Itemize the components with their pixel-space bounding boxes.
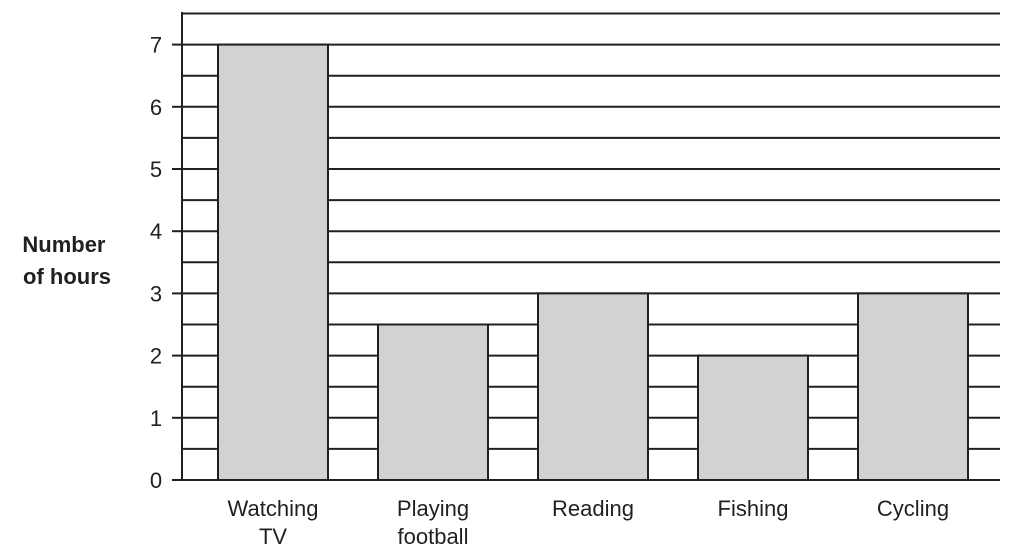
x-category-label-line: Fishing [718,496,789,521]
x-category-labels: Watching TV Playing football Reading Fishing C… [228,496,950,549]
y-tick-label: 5 [150,157,162,182]
bar [377,323,489,481]
x-category-label-line: Reading [552,496,634,521]
y-tick-label: 0 [150,468,162,493]
y-tick-labels: 0 1 2 3 4 5 6 7 [150,33,162,493]
x-category-label-line: football [398,524,469,549]
y-tick-label: 7 [150,33,162,58]
bars [217,43,969,482]
x-category-label: Fishing [718,496,789,521]
axes [172,12,1000,481]
x-category-label: Watching TV [228,496,319,549]
x-category-label-line: TV [259,524,287,549]
y-axis-label-line: Number [22,232,106,257]
y-tick-label: 1 [150,406,162,431]
x-category-label: Reading [552,496,634,521]
y-tick-label: 3 [150,281,162,306]
bar [697,354,809,482]
x-category-label: Playing football [397,496,469,549]
x-category-label-line: Playing [397,496,469,521]
bar [217,43,329,481]
bar [537,292,649,481]
x-category-label: Cycling [877,496,949,521]
y-tick-label: 6 [150,95,162,120]
x-category-label-line: Cycling [877,496,949,521]
y-axis-label: Number of hours [22,232,111,289]
y-tick-label: 4 [150,219,162,244]
bar [857,292,969,481]
y-axis-label-line: of hours [23,264,111,289]
x-category-label-line: Watching [228,496,319,521]
y-tick-label: 2 [150,344,162,369]
